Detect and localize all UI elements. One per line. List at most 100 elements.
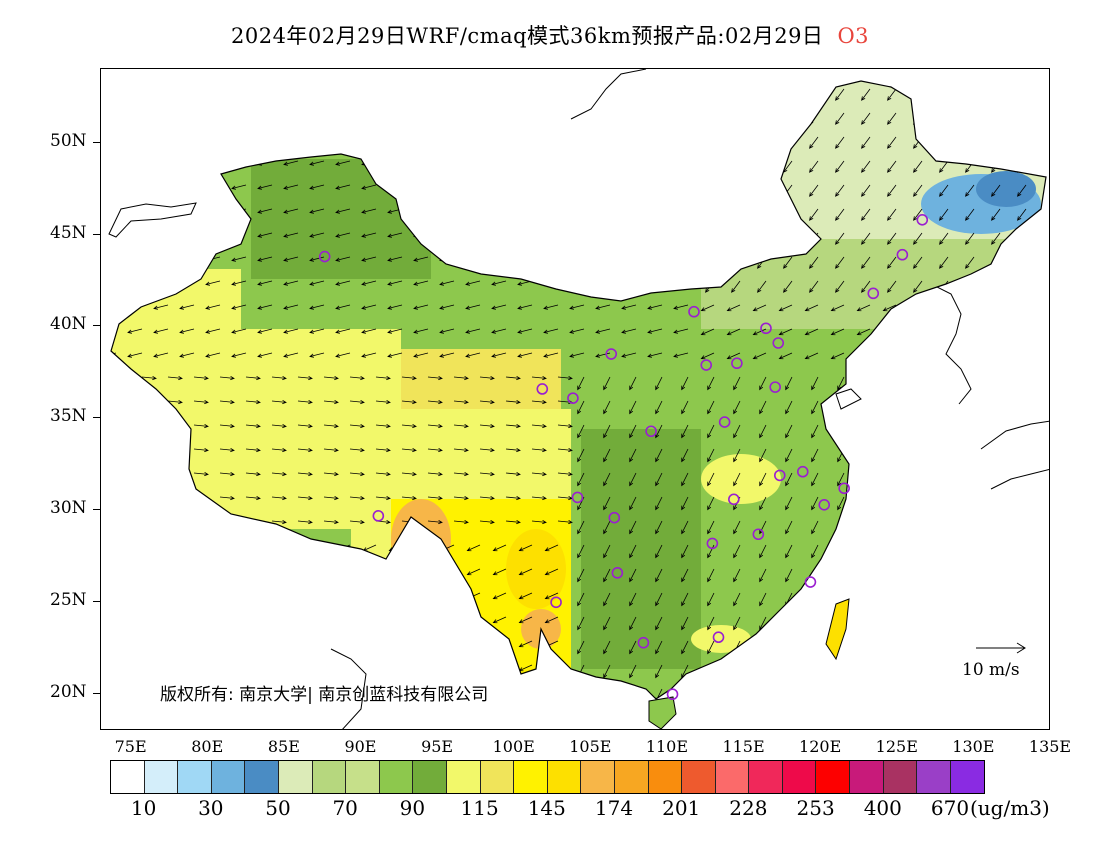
wind-arrow [518, 616, 533, 624]
wind-arrow [1017, 256, 1027, 269]
wind-arrow [759, 472, 767, 487]
wind-arrow [361, 328, 377, 334]
wind-arrow [465, 160, 481, 166]
wind-arrow [258, 568, 273, 576]
wind-arrow [733, 424, 741, 439]
wind-arrow [889, 424, 897, 439]
wind-arrow [681, 664, 689, 679]
colorbar-label: 400 [863, 796, 902, 820]
wind-arrow [465, 112, 481, 118]
colorbar-swatch [111, 761, 145, 793]
wind-arrow [785, 640, 793, 655]
wind-arrow [335, 280, 351, 286]
wind-arrow [401, 447, 417, 453]
wind-arrow [621, 136, 637, 142]
wind-arrow [153, 328, 169, 334]
wind-arrow [128, 568, 143, 576]
wind-arrow [673, 304, 689, 310]
wind-arrow [707, 688, 715, 699]
wind-arrow [785, 688, 793, 699]
wind-arrow [297, 447, 313, 453]
wind-arrow [991, 88, 1001, 101]
wind-arrow [283, 328, 299, 334]
wind-arrow [681, 448, 689, 463]
station-marker [550, 596, 562, 609]
wind-arrow [232, 568, 247, 576]
wind-arrow [439, 88, 455, 94]
wind-arrow [245, 519, 261, 525]
wind-arrow [543, 304, 559, 310]
colorbar-swatch [278, 761, 313, 793]
lon-label: 110E [645, 737, 689, 756]
wind-arrow [284, 568, 299, 576]
wind-arrow [361, 112, 377, 118]
wind-arrow [128, 616, 143, 624]
hainan-island [648, 696, 677, 729]
wind-arrow [111, 136, 117, 142]
wind-arrow [518, 688, 533, 696]
lon-label: 85E [267, 737, 300, 756]
wind-arrow [517, 352, 533, 358]
wind-arrow [1019, 616, 1027, 631]
wind-arrow [271, 447, 287, 453]
wind-arrow [465, 352, 481, 358]
wind-arrow [681, 400, 689, 415]
wind-arrow [401, 375, 417, 381]
wind-arrow [245, 471, 261, 477]
wind-arrow [531, 471, 547, 477]
wind-arrow [655, 424, 663, 439]
wind-arrow [207, 713, 220, 719]
wind-arrow [180, 664, 195, 672]
wind-arrow [349, 375, 365, 381]
wind-arrow [167, 471, 183, 477]
wind-arrow [861, 184, 871, 197]
wind-arrow [785, 664, 793, 679]
station-marker [666, 688, 679, 701]
wind-arrow [809, 160, 819, 173]
wind-arrow [153, 304, 169, 310]
wind-arrow [111, 328, 117, 334]
wind-arrow [517, 136, 533, 142]
wind-arrow [335, 136, 351, 142]
wind-arrow [785, 496, 793, 511]
wind-arrow [543, 184, 559, 190]
wind-arrow [439, 232, 455, 238]
wind-arrow [811, 448, 819, 463]
colorbar-swatch [245, 761, 279, 793]
wind-arrow [153, 256, 169, 262]
colorbar-label: 30 [198, 796, 224, 820]
wind-arrow [413, 304, 429, 310]
wind-arrow [811, 472, 819, 487]
wind-arrow [557, 423, 573, 429]
wind-arrow [967, 568, 975, 583]
wind-arrow [707, 520, 715, 535]
wind-arrow [757, 184, 767, 197]
wind-arrow [427, 399, 443, 405]
wind-arrow [219, 471, 235, 477]
lon-label: 95E [421, 737, 454, 756]
wind-arrow [466, 568, 481, 576]
wind-arrow [863, 664, 871, 679]
wind-arrow [413, 112, 429, 118]
colorbar-label: 10 [130, 796, 157, 820]
wind-arrow [993, 376, 1001, 391]
wind-arrow [1017, 232, 1027, 245]
wind-arrow [993, 472, 1001, 487]
wind-arrow [401, 423, 417, 429]
wind-arrow [453, 423, 469, 429]
wind-arrow [915, 568, 923, 583]
wind-arrow [219, 495, 235, 501]
wind-arrow [1012, 328, 1027, 336]
wind-arrow [531, 495, 547, 501]
wind-arrow [336, 640, 351, 648]
wind-arrow [595, 232, 611, 238]
wind-arrow [993, 400, 1001, 415]
wind-arrow [811, 424, 819, 439]
wind-arrow [531, 519, 547, 525]
wind-arrow [205, 280, 221, 286]
wind-arrow [707, 472, 715, 487]
colorbar-label: 174 [594, 796, 634, 820]
wind-arrow [387, 232, 403, 238]
wind-arrow [258, 664, 273, 672]
wind-arrow [681, 376, 689, 391]
